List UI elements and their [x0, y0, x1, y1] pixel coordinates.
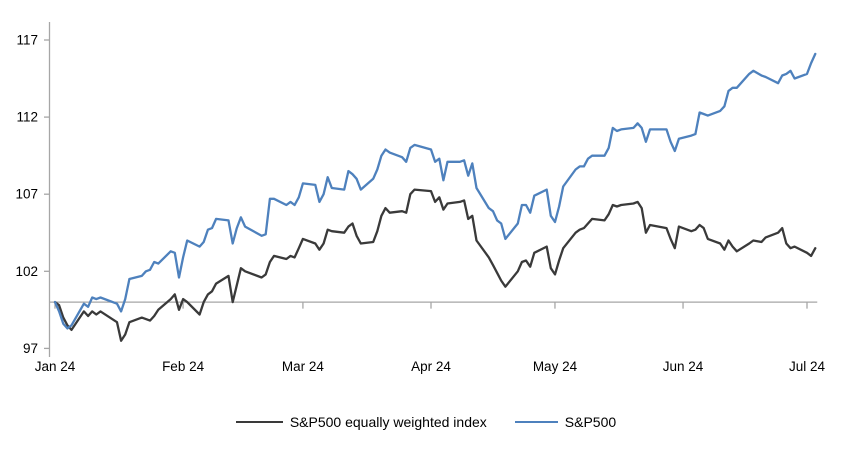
x-axis-tick-label: Feb 24 [162, 359, 205, 374]
y-axis-tick-label: 117 [16, 33, 38, 48]
x-axis-tick-label: May 24 [533, 359, 578, 374]
legend-item-sp500: S&P500 [514, 414, 617, 430]
x-axis-tick-label: Apr 24 [411, 359, 451, 374]
y-axis-tick-label: 102 [15, 264, 38, 279]
legend-label-equal-weight: S&P500 equally weighted index [289, 414, 487, 430]
legend-label-sp500: S&P500 [564, 414, 617, 430]
x-axis-tick-label: Jun 24 [663, 359, 704, 374]
legend-line-sample-equal-weight [235, 421, 283, 423]
legend-line-sample-sp500 [514, 421, 558, 423]
chart-legend: S&P500 equally weighted index S&P500 [0, 407, 852, 437]
x-axis-tick-label: Jul 24 [789, 359, 826, 374]
x-axis-tick-label: Jan 24 [35, 359, 76, 374]
x-axis-tick-label: Mar 24 [282, 359, 325, 374]
y-axis-tick-label: 107 [15, 187, 38, 202]
series-line-sp500 [53, 52, 817, 330]
y-axis-tick-label: 112 [16, 110, 38, 125]
plot-area: 97 102 107 112 117 Jan 24 Feb 24 Mar 24 Apr 24 Ma… [15, 22, 826, 374]
legend-item-equal-weight: S&P500 equally weighted index [235, 414, 487, 430]
y-axis-tick-label: 97 [23, 341, 38, 356]
series-line-sp500-equal-weight [53, 188, 817, 342]
